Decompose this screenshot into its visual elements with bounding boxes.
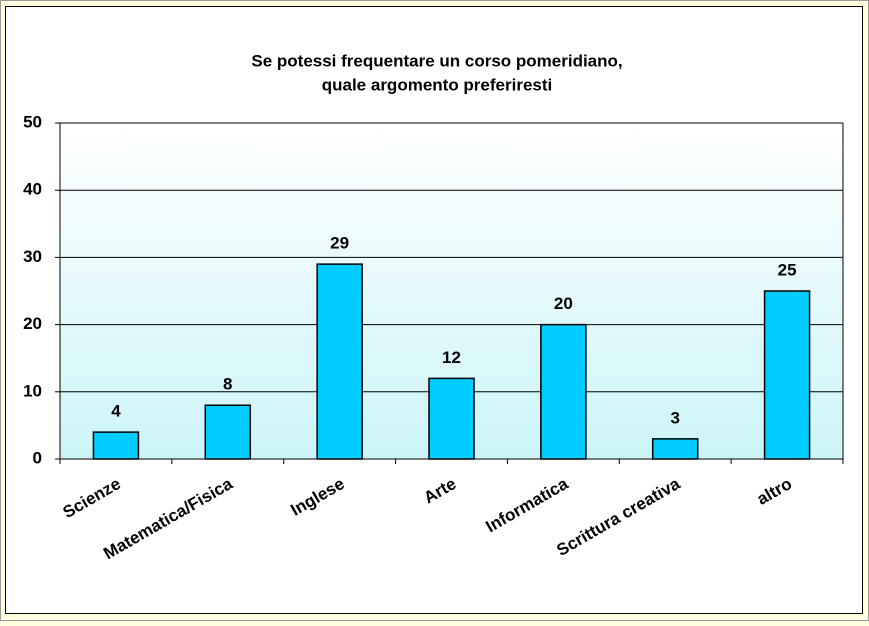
y-tick-label: 30 <box>23 247 42 266</box>
value-label: 20 <box>554 294 573 313</box>
value-label: 3 <box>670 408 679 427</box>
y-tick-label: 40 <box>23 180 42 199</box>
y-tick-label: 0 <box>33 448 42 467</box>
y-tick-label: 10 <box>23 381 42 400</box>
value-label: 4 <box>111 402 121 421</box>
bar <box>651 438 699 460</box>
bar <box>92 431 140 460</box>
chart-title: quale argomento preferiresti <box>322 75 553 94</box>
value-label: 29 <box>330 234 349 253</box>
bar <box>763 290 811 460</box>
value-label: 12 <box>442 348 461 367</box>
bar <box>316 263 363 460</box>
value-label: 8 <box>223 375 232 394</box>
bar <box>428 377 475 460</box>
bar <box>204 404 252 460</box>
chart-title: Se potessi frequentare un corso pomeridi… <box>251 51 622 70</box>
bar <box>540 323 587 460</box>
value-label: 25 <box>778 260 797 279</box>
y-tick-label: 50 <box>23 112 42 131</box>
y-tick-label: 20 <box>23 314 42 333</box>
